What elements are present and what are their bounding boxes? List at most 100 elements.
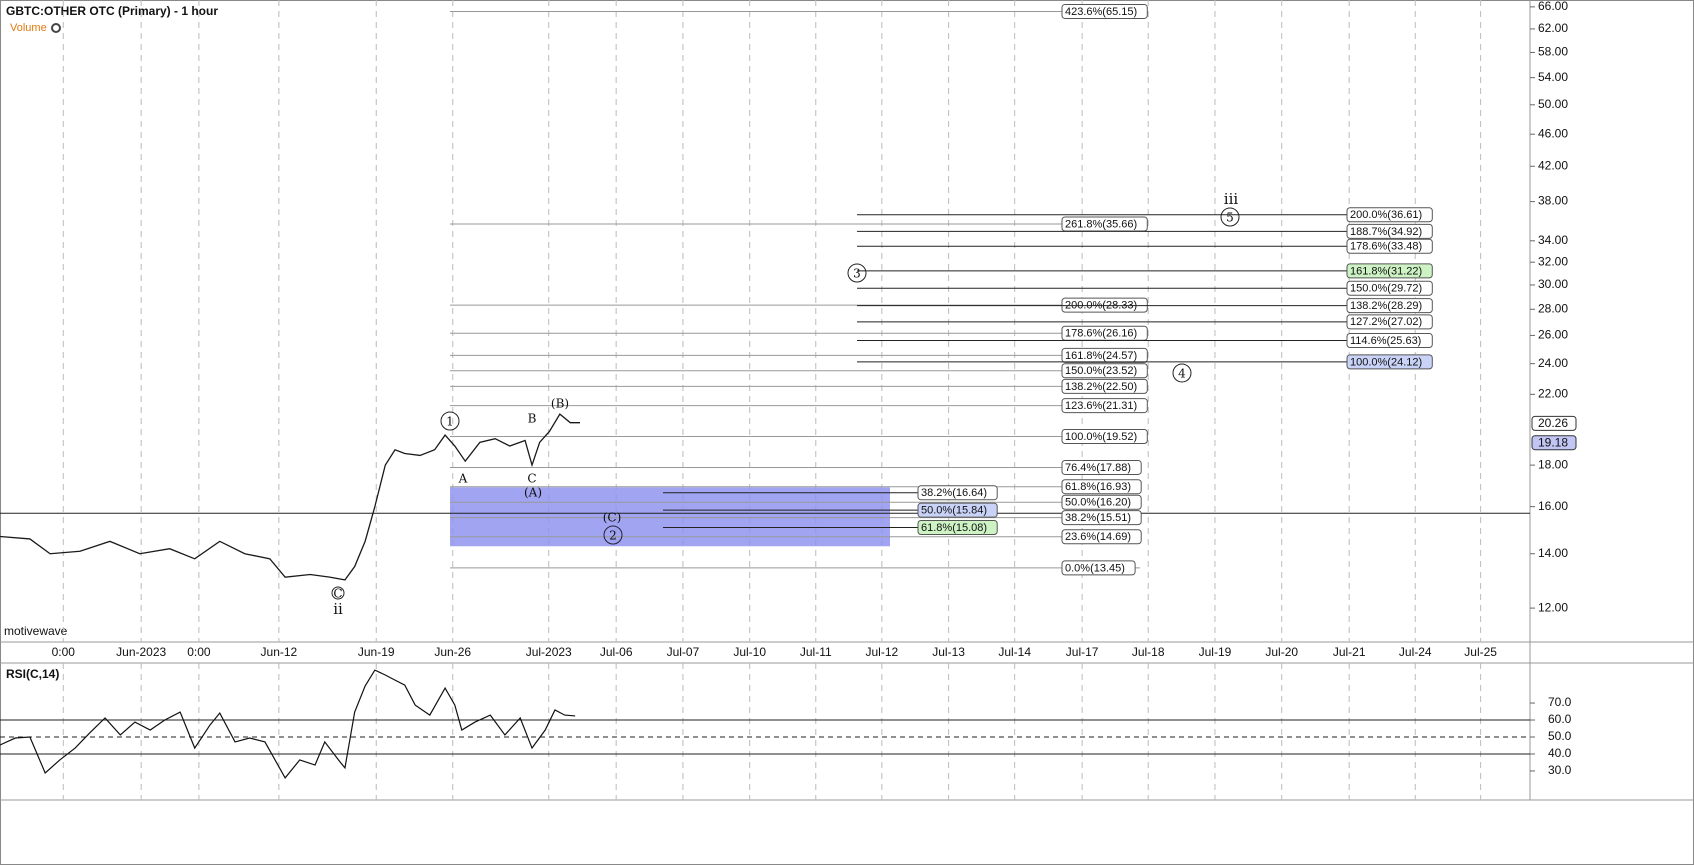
x-tick-label: Jul-24 — [1399, 645, 1432, 659]
y-tick-label: 18.00 — [1538, 457, 1568, 471]
wave-label: B — [528, 412, 537, 426]
fib-label-box — [1346, 263, 1433, 279]
fib-label: 261.8%(35.66) — [1065, 218, 1137, 230]
wave-circle — [847, 263, 867, 283]
fib-label-box — [1061, 429, 1148, 445]
wave-label: 1 — [446, 415, 454, 429]
y-tick-label: 62.00 — [1538, 21, 1568, 35]
fib-label: 76.4%(17.88) — [1065, 462, 1131, 474]
x-tick-label: Jun-19 — [358, 645, 395, 659]
wave-label: A — [458, 472, 468, 486]
y-tick-label: 66.00 — [1538, 0, 1568, 13]
fib-label: 178.6%(26.16) — [1065, 328, 1137, 340]
y-tick-label: 22.00 — [1538, 386, 1568, 400]
fib-label: 0.0%(13.45) — [1065, 562, 1125, 574]
x-tick-label: 0:00 — [187, 645, 211, 659]
y-tick-label: 60.0 — [1548, 712, 1572, 726]
wave-label: 2 — [609, 529, 617, 543]
x-tick-label: Jul-07 — [667, 645, 700, 659]
wave-circle — [1172, 363, 1192, 383]
wave-circle — [1220, 207, 1240, 227]
y-tick-label: 30.0 — [1548, 763, 1572, 777]
wave-label: 5 — [1226, 211, 1234, 225]
wave-label: 4 — [1178, 367, 1186, 381]
fib-label-box — [1061, 3, 1148, 19]
fib-label: 114.6%(25.63) — [1350, 335, 1421, 347]
x-tick-label: Jul-13 — [932, 645, 965, 659]
fib-label-box — [1346, 238, 1433, 254]
fib-label: 100.0%(19.52) — [1065, 431, 1137, 443]
settings-icon[interactable] — [51, 23, 61, 33]
wave-circle — [603, 525, 623, 545]
y-tick-label: 38.00 — [1538, 194, 1568, 208]
fib-label-box — [1061, 494, 1142, 510]
y-tick-label: 34.00 — [1538, 233, 1568, 247]
fib-label: 127.2%(27.02) — [1350, 316, 1422, 328]
fib-label: 38.2%(16.64) — [921, 487, 987, 499]
fib-label-box — [1346, 314, 1433, 330]
x-tick-label: Jul-20 — [1265, 645, 1298, 659]
fib-label: 150.0%(23.52) — [1065, 365, 1137, 377]
x-tick-label: Jul-19 — [1199, 645, 1232, 659]
x-tick-label: Jul-10 — [733, 645, 766, 659]
fib-label: 50.0%(16.20) — [1065, 497, 1131, 509]
price-badge-label: 20.26 — [1538, 416, 1568, 430]
price-line — [0, 413, 581, 581]
fib-label-box — [1346, 298, 1433, 314]
rsi-label: RSI(C,14) — [6, 667, 59, 681]
x-tick-label: Jun-26 — [434, 645, 471, 659]
x-tick-label: Jun-2023 — [116, 645, 166, 659]
y-tick-label: 12.00 — [1538, 600, 1568, 614]
fib-label: 423.6%(65.15) — [1065, 6, 1137, 18]
fib-label-box — [1061, 560, 1136, 576]
fib-label: 123.6%(21.31) — [1065, 400, 1137, 412]
fib-label-box — [1061, 510, 1142, 526]
wave-label: 3 — [853, 267, 861, 281]
wave-label: (C) — [603, 511, 622, 525]
x-tick-label: Jul-12 — [865, 645, 898, 659]
x-tick-label: Jul-14 — [998, 645, 1031, 659]
y-tick-label: 32.00 — [1538, 254, 1568, 268]
wave-label: (A) — [524, 486, 542, 500]
fib-label-box — [1346, 207, 1433, 223]
x-tick-label: 0:00 — [52, 645, 76, 659]
wave-label: iii — [1224, 190, 1239, 208]
wave-circle — [440, 411, 460, 431]
fib-label: 188.7%(34.92) — [1350, 226, 1422, 238]
fib-label: 61.8%(15.08) — [921, 522, 987, 534]
y-tick-label: 58.00 — [1538, 45, 1568, 59]
y-tick-label: 16.00 — [1538, 499, 1568, 513]
y-tick-label: 42.00 — [1538, 158, 1568, 172]
watermark: motivewave — [4, 624, 68, 638]
fib-label-box — [1346, 332, 1433, 348]
rsi-line — [0, 669, 576, 779]
y-tick-label: 24.00 — [1538, 356, 1568, 370]
x-tick-label: Jul-18 — [1132, 645, 1165, 659]
fib-label: 200.0%(36.61) — [1350, 209, 1422, 221]
fib-label-box — [1061, 398, 1148, 414]
target-zone — [450, 487, 890, 547]
fib-label: 150.0%(29.72) — [1350, 283, 1422, 295]
y-tick-label: 14.00 — [1538, 546, 1568, 560]
y-tick-label: 70.0 — [1548, 695, 1572, 709]
x-tick-label: Jul-11 — [800, 645, 832, 659]
wave-circle — [331, 586, 345, 600]
fib-label: 61.8%(16.93) — [1065, 481, 1131, 493]
y-tick-label: 30.00 — [1538, 277, 1568, 291]
y-tick-label: 50.00 — [1538, 97, 1568, 111]
x-tick-label: Jul-06 — [600, 645, 633, 659]
price-badge — [1531, 415, 1577, 431]
fib-label-box — [1061, 378, 1148, 394]
x-tick-label: Jul-25 — [1464, 645, 1497, 659]
wave-label: C — [527, 472, 536, 486]
x-tick-label: Jun-12 — [261, 645, 298, 659]
y-tick-label: 54.00 — [1538, 70, 1568, 84]
chart-title: GBTC:OTHER OTC (Primary) - 1 hour — [6, 4, 218, 18]
y-tick-label: 28.00 — [1538, 301, 1568, 315]
y-tick-label: 46.00 — [1538, 126, 1568, 140]
fib-label: 138.2%(28.29) — [1350, 300, 1422, 312]
fib-label-box — [1346, 280, 1433, 296]
x-tick-label: Jul-17 — [1066, 645, 1099, 659]
wave-label: (B) — [551, 397, 569, 411]
fib-label: 161.8%(24.57) — [1065, 350, 1137, 362]
